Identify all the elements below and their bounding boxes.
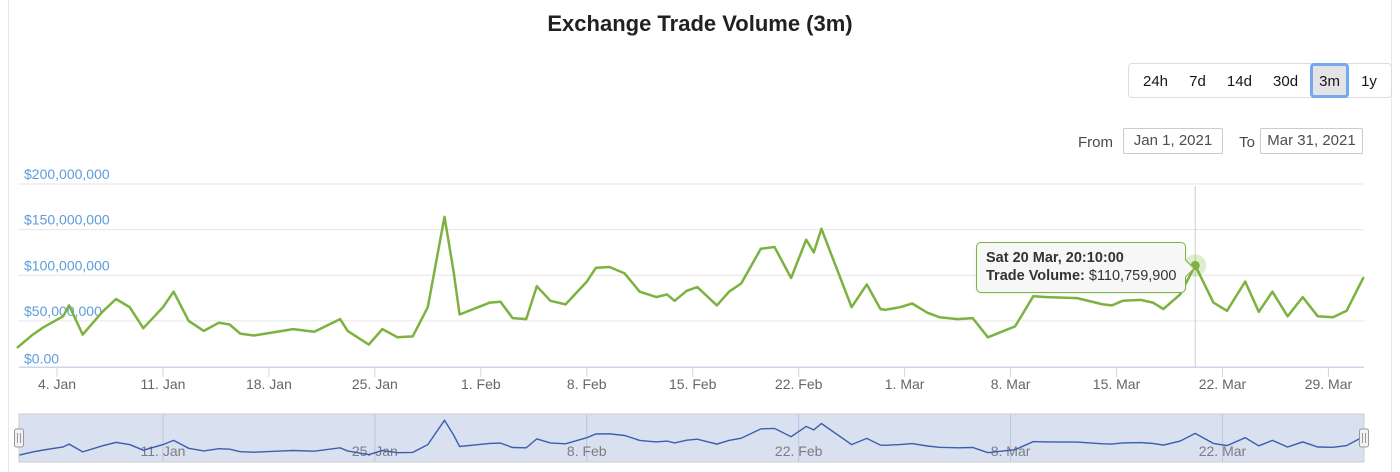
tooltip-series-label: Trade Volume: bbox=[986, 268, 1085, 284]
x-axis-label: 8. Mar bbox=[991, 376, 1031, 392]
chart-title: Exchange Trade Volume (3m) bbox=[547, 11, 853, 36]
navigator-series-line bbox=[19, 419, 1364, 456]
tooltip-value: $110,759,900 bbox=[1088, 268, 1177, 284]
to-date-input[interactable]: Mar 31, 2021 bbox=[1260, 128, 1363, 154]
range-button-14d[interactable]: 14d bbox=[1226, 73, 1252, 90]
tooltip-row: Trade Volume: $110,759,900 bbox=[986, 268, 1177, 284]
y-axis-label: $150,000,000 bbox=[24, 212, 110, 228]
chart-tooltip: Sat 20 Mar, 20:10:00 Trade Volume: $110,… bbox=[976, 242, 1195, 293]
x-axis-label: 22. Feb bbox=[775, 376, 823, 392]
from-label: From bbox=[1078, 134, 1113, 151]
navigator-axis-label: 22. Feb bbox=[775, 443, 823, 459]
x-axis-label: 15. Mar bbox=[1093, 376, 1141, 392]
x-axis-label: 15. Feb bbox=[669, 376, 717, 392]
x-axis-label: 11. Jan bbox=[141, 376, 186, 392]
tooltip-timestamp: Sat 20 Mar, 20:10:00 bbox=[986, 250, 1124, 266]
navigator-handle-right[interactable] bbox=[1359, 428, 1369, 448]
x-axis-label: 4. Jan bbox=[38, 376, 76, 392]
date-range-row: From Jan 1, 2021 To Mar 31, 2021 bbox=[0, 128, 1400, 155]
navigator-axis-label: 22. Mar bbox=[1199, 443, 1247, 459]
x-axis-label: 18. Jan bbox=[246, 376, 292, 392]
x-axis-label: 1. Feb bbox=[461, 376, 501, 392]
x-axis-label: 29. Mar bbox=[1305, 376, 1353, 392]
y-axis-label: $50,000,000 bbox=[24, 303, 102, 319]
navigator-handle-right-body[interactable] bbox=[1359, 428, 1369, 448]
x-axis-label: 1. Mar bbox=[885, 376, 925, 392]
range-button-7d[interactable]: 7d bbox=[1189, 73, 1206, 90]
range-button-24h[interactable]: 24h bbox=[1143, 73, 1169, 90]
y-axis-label: $200,000,000 bbox=[24, 166, 110, 182]
range-button-30d[interactable]: 30d bbox=[1273, 73, 1299, 90]
navigator-axis-label: 25. Jan bbox=[352, 443, 398, 459]
y-axis-label: $0.00 bbox=[24, 351, 59, 367]
x-axis-label: 25. Jan bbox=[352, 376, 398, 392]
range-selector: 24h 7d 14d 30d 3m 1y bbox=[1128, 63, 1392, 98]
x-axis-label: 22. Mar bbox=[1199, 376, 1247, 392]
trade-volume-line[interactable] bbox=[16, 215, 1365, 349]
navigator-handle-left[interactable] bbox=[14, 428, 24, 448]
navigator-handle-left-body[interactable] bbox=[14, 428, 24, 448]
from-date-input[interactable]: Jan 1, 2021 bbox=[1123, 128, 1223, 154]
card-left-border bbox=[8, 0, 9, 472]
to-label: To bbox=[1239, 134, 1255, 151]
navigator-axis-label: 8. Feb bbox=[567, 443, 607, 459]
range-button-1y[interactable]: 1y bbox=[1361, 73, 1377, 90]
x-axis-label: 8. Feb bbox=[567, 376, 607, 392]
y-axis-label: $100,000,000 bbox=[24, 257, 110, 273]
navigator-mask[interactable] bbox=[19, 414, 1364, 462]
navigator-axis-label: 11. Jan bbox=[141, 443, 186, 459]
card-right-border bbox=[1391, 0, 1392, 472]
range-button-3m[interactable]: 3m bbox=[1310, 63, 1349, 98]
